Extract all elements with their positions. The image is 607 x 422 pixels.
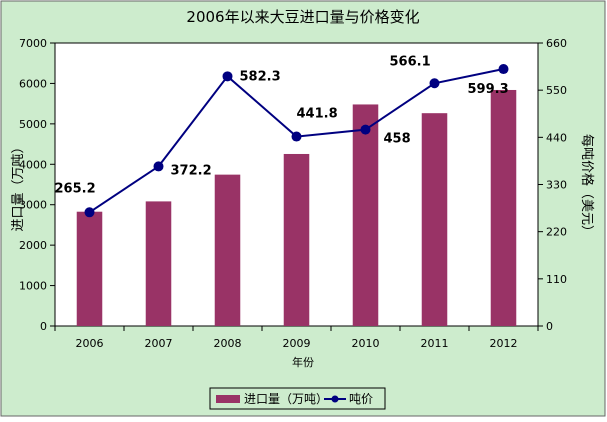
price-point-2006	[84, 207, 95, 218]
y-right-tick-label: 660	[546, 37, 567, 50]
x-tick-label: 2010	[352, 337, 380, 350]
bar-2009	[283, 153, 310, 326]
bar-2007	[145, 201, 172, 326]
price-point-2007	[153, 161, 164, 172]
bar-2012	[490, 89, 517, 326]
x-tick-label: 2008	[214, 337, 242, 350]
price-data-label: 458	[384, 132, 411, 147]
price-point-2012	[498, 64, 509, 75]
bar-2010	[352, 104, 379, 326]
y-left-tick-label: 6000	[19, 77, 47, 90]
legend-box	[209, 387, 386, 410]
price-point-2011	[429, 78, 440, 89]
price-data-label: 582.3	[240, 69, 281, 84]
y-left-tick-label: 0	[40, 320, 47, 333]
y-right-tick-label: 550	[546, 84, 567, 97]
bar-2008	[214, 174, 241, 326]
y-right-tick-label: 0	[546, 320, 553, 333]
y-right-tick-label: 330	[546, 179, 567, 192]
price-data-label: 372.2	[171, 163, 212, 178]
price-data-label: 265.2	[55, 181, 96, 196]
price-data-label: 441.8	[297, 107, 338, 122]
bar-2011	[421, 113, 448, 327]
x-axis-label: 年份	[292, 355, 314, 369]
x-tick-label: 2011	[421, 337, 449, 350]
legend-line-marker	[331, 395, 339, 403]
y-left-tick-label: 1000	[19, 280, 47, 293]
price-data-label: 566.1	[390, 54, 431, 69]
legend: 进口量（万吨） 吨价	[209, 387, 386, 410]
y-left-tick-label: 4000	[19, 158, 47, 171]
price-point-2009	[291, 131, 302, 142]
legend-bar-label: 进口量（万吨）	[244, 392, 328, 406]
y-axis-left-label: 进口量（万吨）	[11, 140, 26, 231]
bar-2006	[76, 211, 103, 326]
chart-title: 2006年以来大豆进口量与价格变化	[186, 8, 419, 26]
y-axis-right-label: 每吨价格（美元）	[579, 134, 595, 238]
y-right-tick-label: 220	[546, 226, 567, 239]
y-left-tick-label: 7000	[19, 37, 47, 50]
price-point-2008	[222, 71, 233, 82]
x-tick-label: 2006	[76, 337, 104, 350]
price-data-label: 599.3	[468, 82, 509, 97]
legend-bar-swatch	[216, 395, 240, 403]
y-left-tick-label: 5000	[19, 118, 47, 131]
legend-line-label: 吨价	[349, 392, 373, 406]
y-left-tick-label: 3000	[19, 199, 47, 212]
y-right-tick-label: 440	[546, 131, 567, 144]
x-tick-label: 2007	[145, 337, 173, 350]
y-right-tick-label: 110	[546, 273, 567, 286]
x-tick-label: 2012	[490, 337, 518, 350]
y-left-tick-label: 2000	[19, 239, 47, 252]
price-point-2010	[360, 124, 371, 135]
x-tick-label: 2009	[283, 337, 311, 350]
